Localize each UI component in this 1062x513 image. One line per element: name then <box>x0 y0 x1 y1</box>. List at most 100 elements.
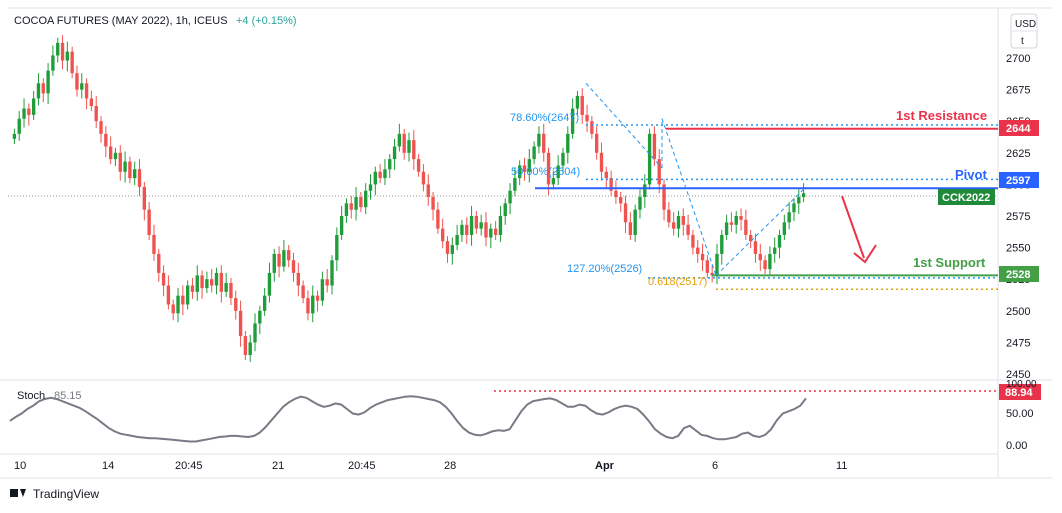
candle-body <box>643 184 647 198</box>
symbol-title[interactable]: COCOA FUTURES (MAY 2022), 1h, ICEUS <box>14 15 228 27</box>
candle-body <box>315 295 320 301</box>
candle-body <box>243 336 248 356</box>
candle-body <box>349 203 353 210</box>
candle-body <box>354 197 358 210</box>
time-tick-label: 20:45 <box>348 460 376 472</box>
candle-body <box>527 159 531 172</box>
candle-body <box>455 234 459 246</box>
candle-body <box>104 133 108 147</box>
support-tag-text: 2528 <box>1006 269 1030 281</box>
brand-name[interactable]: TradingView <box>33 487 99 501</box>
price-tick-label: 2625 <box>1006 148 1030 160</box>
candle-body <box>147 209 151 235</box>
stoch-line <box>9 395 807 443</box>
candle-body <box>185 285 190 305</box>
candle-body <box>647 133 652 185</box>
price-tick-label: 2575 <box>1006 211 1030 223</box>
pattern-line <box>715 186 807 276</box>
candle-body <box>368 184 373 191</box>
candle-body <box>729 222 734 225</box>
candle-body <box>229 282 233 299</box>
candle-body <box>262 295 267 311</box>
candle-body <box>335 234 339 261</box>
candle-body <box>436 209 440 229</box>
candle-body <box>56 42 60 56</box>
candle-body <box>441 228 445 242</box>
candle-body <box>604 171 608 179</box>
candle-body <box>671 222 676 229</box>
candle-body <box>609 178 613 191</box>
stoch-label[interactable]: Stoch <box>17 390 45 402</box>
candle-body <box>402 133 406 153</box>
candle-body <box>739 216 743 220</box>
candle-body <box>65 51 70 61</box>
candle-body <box>36 83 41 99</box>
pivot-label: Pivot <box>955 167 987 182</box>
candle-body <box>17 118 21 134</box>
fib-0618-label: 0.618(2517) <box>648 276 707 288</box>
fib-786-label: 78.60%(2647) <box>510 112 579 124</box>
candle-body <box>421 171 426 185</box>
candle-body <box>537 133 541 147</box>
candle-body <box>373 171 377 185</box>
stoch-tick-100: 100.00 <box>1006 379 1037 390</box>
candle-body <box>542 133 546 153</box>
time-tick-label: Apr <box>595 460 615 472</box>
candle-body <box>508 190 512 204</box>
support-tag <box>999 266 1039 282</box>
levels-layer <box>535 82 998 291</box>
candle-body <box>724 222 729 235</box>
candles-series <box>12 35 806 362</box>
candle-body <box>696 247 700 254</box>
candle-body <box>412 140 416 160</box>
candle-body <box>325 279 329 286</box>
candle-body <box>89 98 94 107</box>
candle-body <box>108 146 113 160</box>
candle-body <box>267 272 272 296</box>
candle-body <box>234 298 238 311</box>
candle-body <box>330 260 334 286</box>
time-tick-label: 14 <box>102 460 114 472</box>
candle-body <box>686 224 690 235</box>
candle-body <box>272 253 276 273</box>
candle-body <box>628 222 633 235</box>
candle-body <box>513 178 517 191</box>
candle-body <box>599 152 604 172</box>
candle-body <box>200 275 204 289</box>
price-tick-label: 2675 <box>1006 85 1030 97</box>
candle-body <box>392 146 397 160</box>
candle-body <box>84 83 89 99</box>
candle-body <box>214 272 219 286</box>
candle-body <box>561 152 565 166</box>
candle-body <box>676 216 681 229</box>
candle-body <box>407 140 411 153</box>
price-tick-label: 2700 <box>1006 53 1030 65</box>
candle-body <box>383 169 387 179</box>
candle-body <box>503 203 507 216</box>
candle-body <box>585 114 589 122</box>
candle-body <box>777 234 782 248</box>
price-axis[interactable]: 2450247525002525255025752600262526502675… <box>1006 53 1030 381</box>
candle-body <box>238 310 243 337</box>
candle-body <box>219 272 224 292</box>
scale-mode-label: t <box>1021 36 1024 47</box>
candle-body <box>570 108 575 134</box>
candle-body <box>787 212 791 223</box>
candle-body <box>801 193 806 198</box>
candle-body <box>763 260 767 270</box>
candle-body <box>70 51 74 74</box>
candle-body <box>445 241 450 254</box>
candle-body <box>195 275 199 292</box>
resistance-tag <box>999 120 1039 136</box>
candle-body <box>720 234 724 254</box>
support-label: 1st Support <box>913 255 986 270</box>
candle-body <box>638 197 642 210</box>
candle-body <box>744 219 748 235</box>
candle-body <box>133 169 137 179</box>
candle-body <box>190 285 195 292</box>
candle-body <box>291 260 296 273</box>
candle-body <box>623 203 628 223</box>
candle-body <box>296 272 301 286</box>
time-axis[interactable]: 10 14 20:45 21 20:45 28 Apr 6 11 <box>14 460 847 472</box>
